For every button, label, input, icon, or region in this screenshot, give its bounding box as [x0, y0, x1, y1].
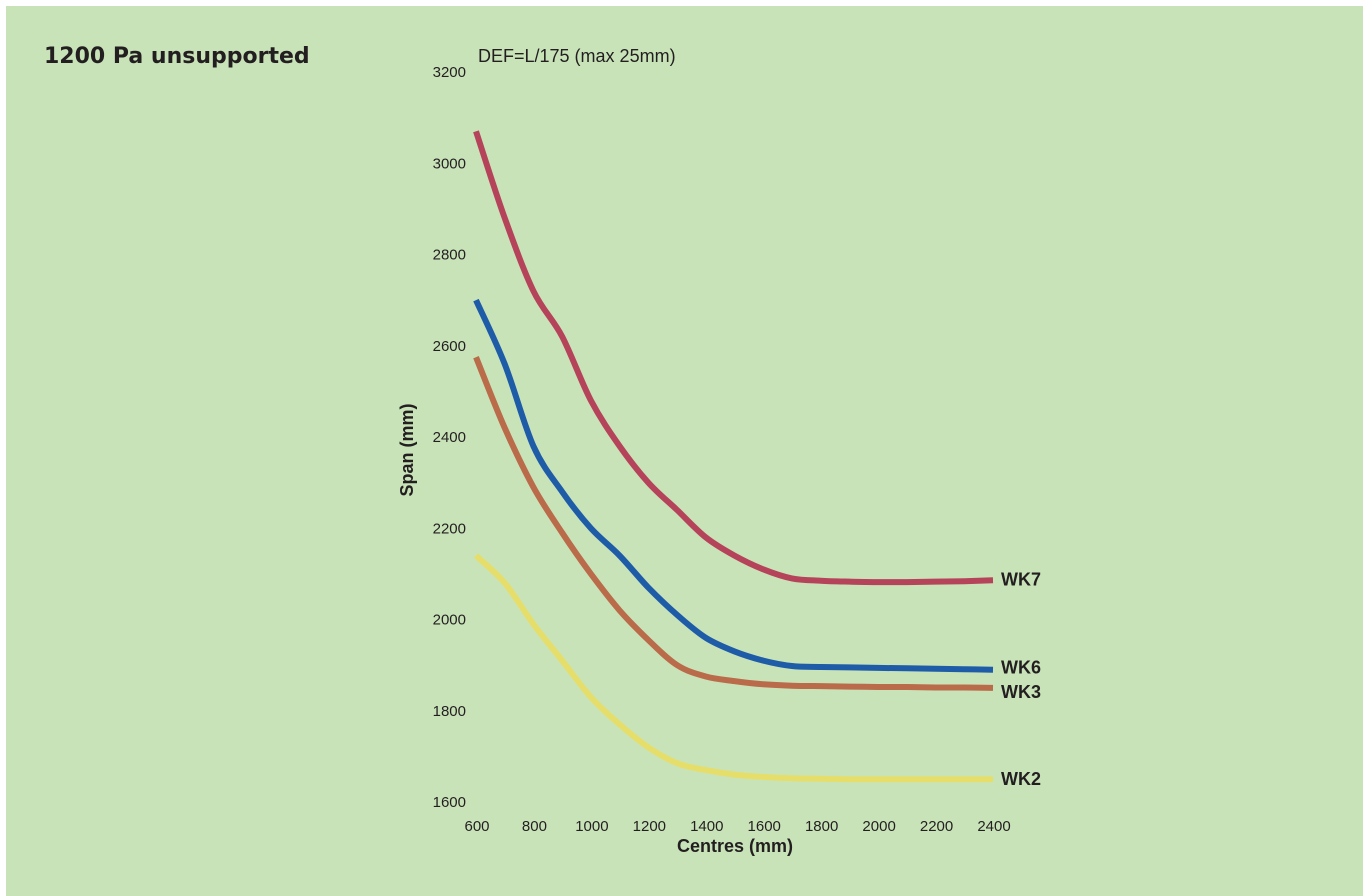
x-tick-label: 800	[522, 818, 547, 835]
series-line-wk7	[473, 130, 994, 586]
series-label-wk2: WK2	[1001, 769, 1041, 789]
y-tick-label: 2800	[433, 247, 466, 264]
x-tick-label: 1400	[690, 818, 723, 835]
x-tick-label: 1200	[633, 818, 666, 835]
series-lines	[473, 130, 994, 783]
x-tick-label: 2200	[920, 818, 953, 835]
y-tick-label: 3000	[433, 155, 466, 172]
x-tick-label: 1800	[805, 818, 838, 835]
x-axis-title: Centres (mm)	[677, 836, 793, 856]
series-line-wk6	[473, 298, 994, 673]
series-line-wk2	[473, 553, 993, 783]
series-line-wk3	[473, 356, 994, 691]
y-tick-label: 2400	[433, 429, 466, 446]
series-label-wk7: WK7	[1001, 569, 1041, 589]
x-tick-label: 2000	[862, 818, 895, 835]
x-tick-label: 2400	[977, 818, 1010, 835]
y-tick-label: 2200	[433, 520, 466, 537]
x-tick-label: 600	[464, 818, 489, 835]
y-tick-label: 2600	[433, 338, 466, 355]
y-tick-label: 3200	[433, 64, 466, 81]
y-tick-label: 1800	[433, 703, 466, 720]
y-axis-ticks: 1600 1800 2000 2200 2400 2600 2800 3000 3200	[433, 64, 466, 811]
y-tick-label: 1600	[433, 794, 466, 811]
x-tick-label: 1000	[575, 818, 608, 835]
x-tick-label: 1600	[748, 818, 781, 835]
series-labels: WK7 WK6 WK3 WK2	[1001, 569, 1041, 789]
chart-subtitle: DEF=L/175 (max 25mm)	[478, 46, 676, 66]
page-title: 1200 Pa unsupported	[44, 44, 310, 69]
y-axis-title: Span (mm)	[397, 403, 417, 496]
x-axis-ticks: 600 800 1000 1200 1400 1600 1800 2000 2200 2400	[464, 818, 1010, 835]
y-tick-label: 2000	[433, 612, 466, 629]
chart-background	[6, 6, 1363, 896]
series-label-wk6: WK6	[1001, 658, 1041, 678]
series-label-wk3: WK3	[1001, 682, 1041, 702]
